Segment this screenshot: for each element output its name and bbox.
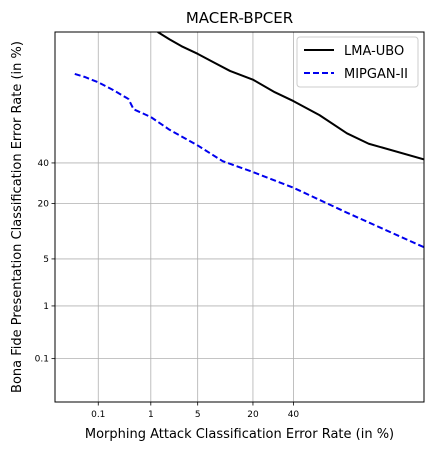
- series-layer: [74, 32, 424, 249]
- plot-frame: [54, 31, 425, 403]
- chart-title: MACER-BPCER: [186, 9, 293, 27]
- y-axis-label: Bona Fide Presentation Classification Er…: [10, 41, 25, 393]
- x-tick-label: 1: [148, 410, 154, 420]
- x-tick-label: 20: [247, 410, 259, 420]
- tick-layer: 0.1 1 5 20 40 0.1 1 5 20 40: [35, 159, 300, 420]
- y-tick-label: 5: [43, 255, 49, 265]
- series-line-lma-ubo: [157, 32, 424, 161]
- legend-label-mipgan-ii: MIPGAN-II: [344, 67, 408, 82]
- grid-lines: [55, 32, 424, 402]
- y-tick-label: 0.1: [35, 355, 49, 365]
- x-tick-label: 0.1: [91, 410, 105, 420]
- y-tick-label: 20: [38, 200, 50, 210]
- legend-label-lma-ubo: LMA-UBO: [344, 44, 404, 59]
- x-tick-label: 40: [288, 410, 300, 420]
- x-axis-label: Morphing Attack Classification Error Rat…: [85, 427, 394, 442]
- legend: LMA-UBO MIPGAN-II: [296, 36, 419, 88]
- x-tick-label: 5: [195, 410, 201, 420]
- y-tick-label: 40: [38, 159, 50, 169]
- y-tick-label: 1: [43, 302, 49, 312]
- series-line-mipgan-ii: [74, 73, 424, 249]
